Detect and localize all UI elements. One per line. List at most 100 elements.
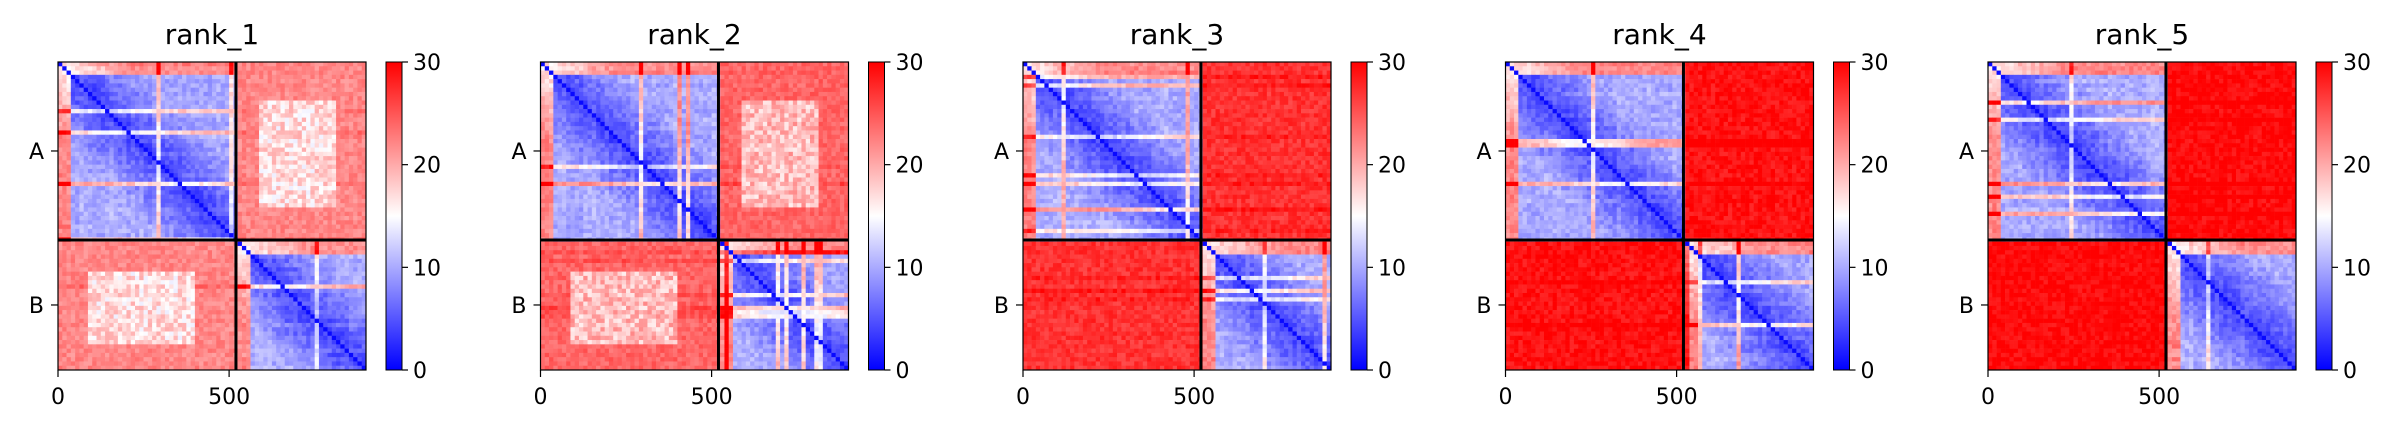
heatmap-cell [242, 212, 247, 217]
heatmap-cell [306, 263, 311, 268]
heatmap-cell [58, 255, 63, 260]
heatmap-cell [225, 182, 230, 187]
heatmap-cell [357, 92, 362, 97]
heatmap-cell [62, 246, 67, 251]
heatmap-cell [186, 156, 191, 161]
heatmap-cell [272, 289, 277, 294]
heatmap-cell [148, 293, 153, 298]
heatmap-cell [285, 105, 290, 110]
heatmap-cell [221, 302, 226, 307]
heatmap-cell [169, 250, 174, 255]
heatmap-cell [319, 314, 324, 319]
heatmap-cell [178, 276, 183, 281]
heatmap-cell [221, 178, 226, 183]
heatmap-cell [328, 92, 333, 97]
heatmap-cell [353, 207, 358, 212]
heatmap-cell [298, 276, 303, 281]
heatmap-cell [97, 267, 102, 272]
heatmap-cell [336, 199, 341, 204]
heatmap-cell [195, 199, 200, 204]
heatmap-cell [67, 199, 72, 204]
heatmap-cell [152, 169, 157, 174]
heatmap-cell [225, 207, 230, 212]
heatmap-cell [238, 207, 243, 212]
heatmap-cell [242, 118, 247, 123]
heatmap-cell [139, 101, 144, 106]
heatmap-cell [332, 310, 337, 315]
heatmap-cell [148, 160, 153, 165]
heatmap-cell [285, 152, 290, 157]
heatmap-cell [216, 160, 221, 165]
heatmap-cell [349, 118, 354, 123]
heatmap-cell [242, 156, 247, 161]
heatmap-cell [212, 306, 217, 311]
heatmap-cell [186, 169, 191, 174]
heatmap-cell [328, 160, 333, 165]
heatmap-cell [109, 75, 114, 80]
heatmap-cell [323, 88, 328, 93]
heatmap-cell [289, 101, 294, 106]
heatmap-cell [139, 96, 144, 101]
heatmap-cell [161, 263, 166, 268]
heatmap-cell [336, 195, 341, 200]
heatmap-cell [84, 284, 89, 289]
heatmap-cell [293, 302, 298, 307]
heatmap-cell [75, 319, 80, 324]
heatmap-cell [75, 212, 80, 217]
heatmap-cell [75, 336, 80, 341]
heatmap-cell [208, 203, 213, 208]
heatmap-cell [276, 280, 281, 285]
heatmap-cell [289, 126, 294, 131]
heatmap-cell [178, 323, 183, 328]
heatmap-cell [319, 242, 324, 247]
heatmap-cell [306, 336, 311, 341]
heatmap-cell [221, 259, 226, 264]
heatmap-cell [92, 92, 97, 97]
heatmap-cell [186, 173, 191, 178]
heatmap-cell [152, 280, 157, 285]
heatmap-cell [315, 83, 320, 88]
heatmap-cell [139, 263, 144, 268]
heatmap-cell [289, 276, 294, 281]
heatmap-cell [345, 276, 350, 281]
heatmap-cell [191, 220, 196, 225]
heatmap-cell [203, 212, 208, 217]
heatmap-cell [135, 332, 140, 337]
heatmap-cell [161, 130, 166, 135]
heatmap-cell [212, 233, 217, 238]
heatmap-cell [332, 263, 337, 268]
heatmap-cell [139, 160, 144, 165]
heatmap-cell [152, 250, 157, 255]
heatmap-cell [323, 314, 328, 319]
heatmap-cell [336, 259, 341, 264]
heatmap-cell [345, 195, 350, 200]
heatmap-cell [208, 113, 213, 118]
heatmap-cell [328, 314, 333, 319]
heatmap-cell [285, 207, 290, 212]
heatmap-cell [285, 332, 290, 337]
heatmap-cell [122, 118, 127, 123]
heatmap-cell [105, 323, 110, 328]
heatmap-cell [315, 135, 320, 140]
heatmap-cell [229, 88, 234, 93]
heatmap-cell [182, 66, 187, 71]
heatmap-cell [101, 276, 106, 281]
heatmap-cell [67, 186, 72, 191]
heatmap-cell [285, 284, 290, 289]
heatmap-cell [216, 62, 221, 67]
heatmap-cell [345, 130, 350, 135]
heatmap-cell [156, 75, 161, 80]
heatmap-cell [165, 267, 170, 272]
heatmap-cell [221, 336, 226, 341]
heatmap-cell [67, 109, 72, 114]
heatmap-cell [306, 96, 311, 101]
heatmap-cell [340, 160, 345, 165]
heatmap-cell [349, 242, 354, 247]
heatmap-cell [71, 280, 76, 285]
heatmap-cell [246, 148, 251, 153]
heatmap-cell [242, 195, 247, 200]
heatmap-cell [75, 66, 80, 71]
heatmap-cell [195, 212, 200, 217]
heatmap-cell [357, 139, 362, 144]
heatmap-cell [203, 126, 208, 131]
